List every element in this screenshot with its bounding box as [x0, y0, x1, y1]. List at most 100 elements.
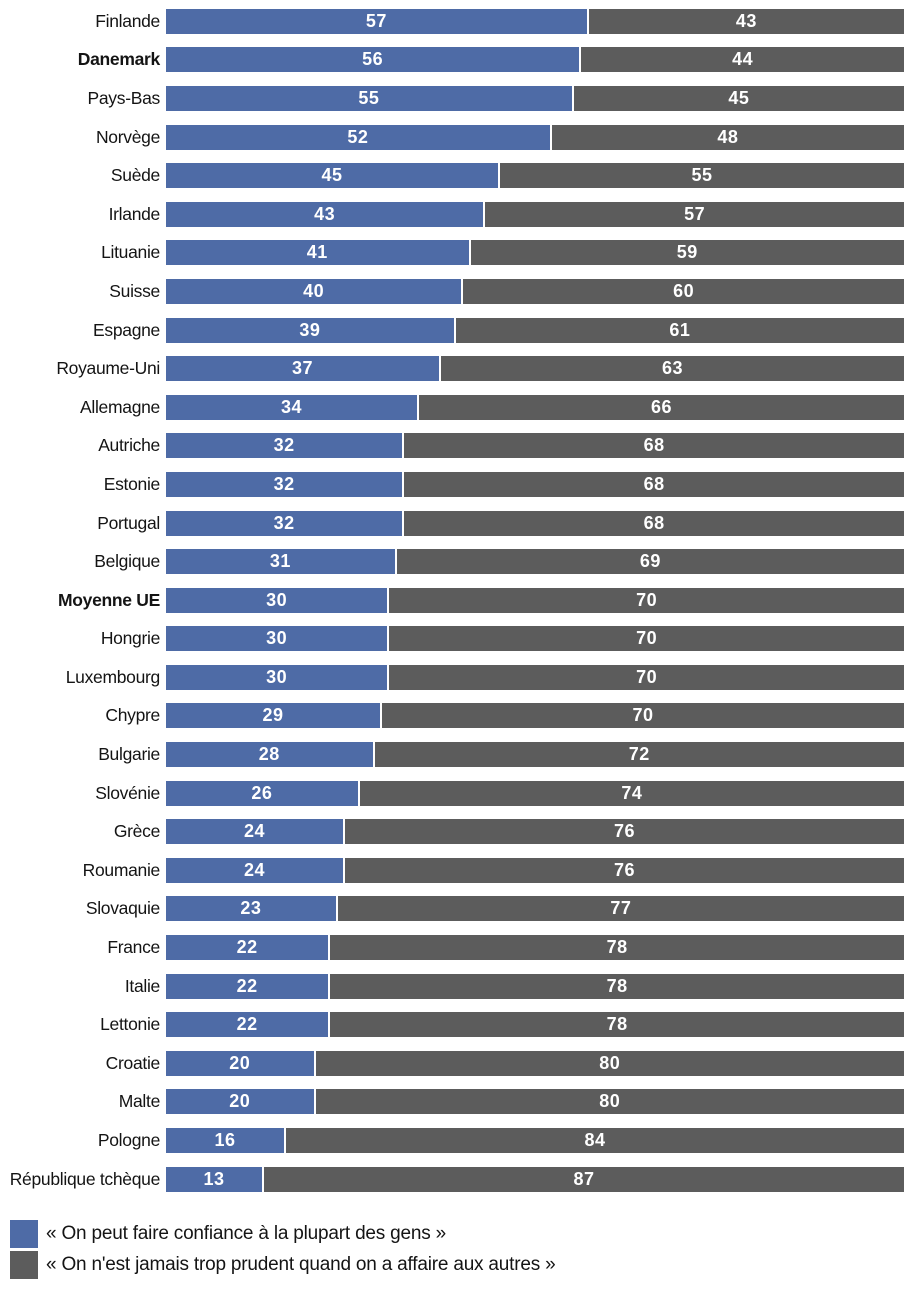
bar-track: 24 76	[166, 857, 904, 883]
distrust-value: 69	[639, 551, 661, 572]
bar-track: 34 66	[166, 394, 904, 420]
chart-row: Pays-Bas 55 45	[0, 79, 912, 118]
trust-segment: 22	[166, 1012, 329, 1038]
trust-value: 30	[266, 628, 288, 649]
bar-track: 57 43	[166, 8, 904, 34]
trust-segment: 22	[166, 973, 329, 999]
chart-row: Espagne 39 61	[0, 311, 912, 350]
country-label: Finlande	[95, 10, 160, 31]
distrust-value: 76	[614, 821, 636, 842]
trust-value: 41	[306, 242, 328, 263]
distrust-segment: 66	[418, 394, 904, 420]
distrust-segment: 43	[588, 8, 904, 34]
bar-track: 56 44	[166, 47, 904, 73]
trust-segment: 20	[166, 1089, 314, 1115]
bar-track: 26 74	[166, 780, 904, 806]
trust-segment: 32	[166, 433, 403, 459]
trust-segment: 16	[166, 1128, 285, 1154]
trust-value: 57	[365, 10, 387, 31]
distrust-segment: 78	[330, 1012, 904, 1038]
trust-value: 23	[240, 898, 262, 919]
country-label: Roumanie	[82, 859, 161, 880]
distrust-value: 78	[606, 937, 628, 958]
distrust-value: 78	[606, 1014, 628, 1035]
chart-row: Autriche 32 68	[0, 427, 912, 466]
distrust-segment: 72	[374, 742, 904, 768]
trust-segment: 31	[166, 549, 395, 575]
country-label: France	[107, 937, 160, 958]
trust-value: 37	[292, 358, 314, 379]
bar-track: 30 70	[166, 626, 904, 652]
chart-row: Chypre 29 70	[0, 697, 912, 736]
bar-track: 30 70	[166, 587, 904, 613]
chart-row: Finlande 57 43	[0, 2, 912, 41]
distrust-value: 57	[684, 203, 706, 224]
country-label: Norvège	[95, 126, 160, 147]
trust-segment: 37	[166, 356, 440, 382]
trust-value: 43	[314, 203, 336, 224]
distrust-value: 63	[662, 358, 684, 379]
chart-row: Portugal 32 68	[0, 504, 912, 543]
distrust-value: 78	[606, 975, 628, 996]
trust-value: 16	[214, 1130, 236, 1151]
trust-segment: 41	[166, 240, 469, 266]
country-label: Lettonie	[100, 1014, 160, 1035]
distrust-value: 44	[732, 49, 754, 70]
chart-row: République tchèque 13 87	[0, 1160, 912, 1199]
bar-track: 22 78	[166, 973, 904, 999]
distrust-value: 68	[643, 435, 665, 456]
country-label: Espagne	[93, 319, 160, 340]
bar-track: 32 68	[166, 510, 904, 536]
distrust-value: 66	[650, 396, 672, 417]
trust-segment: 23	[166, 896, 336, 922]
trust-segment: 24	[166, 819, 344, 845]
trust-segment: 52	[166, 124, 550, 150]
chart-row: Italie 22 78	[0, 967, 912, 1006]
distrust-value: 59	[676, 242, 698, 263]
chart-row: Croatie 20 80	[0, 1044, 912, 1083]
trust-value: 55	[358, 87, 380, 108]
trust-segment: 28	[166, 742, 373, 768]
trust-segment: 13	[166, 1166, 262, 1192]
bar-track: 40 60	[166, 278, 904, 304]
country-label: Pologne	[97, 1130, 160, 1151]
distrust-legend-label: « On n'est jamais trop prudent quand on …	[46, 1254, 556, 1276]
bar-track: 24 76	[166, 819, 904, 845]
bar-track: 30 70	[166, 664, 904, 690]
chart-row: France 22 78	[0, 928, 912, 967]
distrust-segment: 80	[315, 1089, 904, 1115]
distrust-segment: 70	[389, 587, 904, 613]
trust-segment: 32	[166, 471, 403, 497]
distrust-value: 68	[643, 473, 665, 494]
distrust-value: 87	[573, 1168, 595, 1189]
distrust-value: 77	[610, 898, 632, 919]
distrust-value: 74	[621, 782, 643, 803]
country-label: Irlande	[108, 203, 161, 224]
trust-value: 30	[266, 666, 288, 687]
trust-segment: 55	[166, 85, 572, 111]
chart-row: Royaume-Uni 37 63	[0, 349, 912, 388]
trust-value: 24	[244, 821, 266, 842]
country-label: Suisse	[109, 280, 160, 301]
distrust-value: 70	[636, 628, 658, 649]
chart-row: Hongrie 30 70	[0, 620, 912, 659]
trust-segment: 32	[166, 510, 403, 536]
trust-value: 52	[347, 126, 369, 147]
country-label: Luxembourg	[65, 666, 161, 687]
distrust-segment: 84	[286, 1128, 904, 1154]
legend-item-distrust: « On n'est jamais trop prudent quand on …	[10, 1251, 912, 1280]
country-label: Pays-Bas	[87, 87, 161, 108]
trust-segment: 30	[166, 626, 388, 652]
country-label: Grèce	[113, 821, 160, 842]
country-label: Hongrie	[100, 628, 160, 649]
distrust-value: 45	[728, 87, 750, 108]
distrust-segment: 76	[345, 819, 904, 845]
trust-segment: 24	[166, 857, 344, 883]
chart-row: Belgique 31 69	[0, 542, 912, 581]
bar-track: 13 87	[166, 1166, 904, 1192]
trust-value: 56	[362, 49, 384, 70]
trust-value: 32	[273, 435, 295, 456]
trust-value: 28	[258, 744, 280, 765]
distrust-segment: 55	[500, 163, 904, 189]
country-label: Lituanie	[101, 242, 160, 263]
